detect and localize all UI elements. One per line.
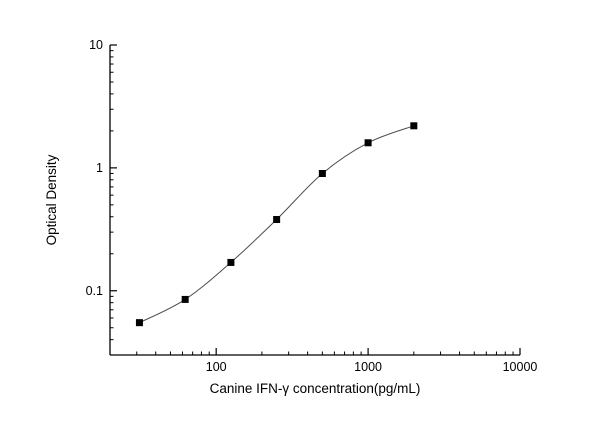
plot-area: 100 1000 10000 0.1 1 10 [86,38,538,374]
curve-line [139,125,414,324]
x-tick-label: 10000 [503,360,538,374]
y-tick-label: 1 [96,161,103,175]
x-tick-label: 1000 [354,360,382,374]
y-tick-label: 0.1 [86,284,103,298]
x-tick-label: 100 [206,360,227,374]
y-axis-label: Optical Density [44,154,59,245]
data-point-marker [135,319,143,327]
data-point-marker [227,258,235,266]
data-point-marker [273,216,281,224]
data-point-marker [410,122,418,130]
data-point-marker [181,295,189,303]
y-tick-label: 10 [89,38,103,52]
data-point-marker [318,169,326,177]
data-point-marker [364,139,372,147]
x-axis-label: Canine IFN-γ concentration(pg/mL) [210,381,421,396]
